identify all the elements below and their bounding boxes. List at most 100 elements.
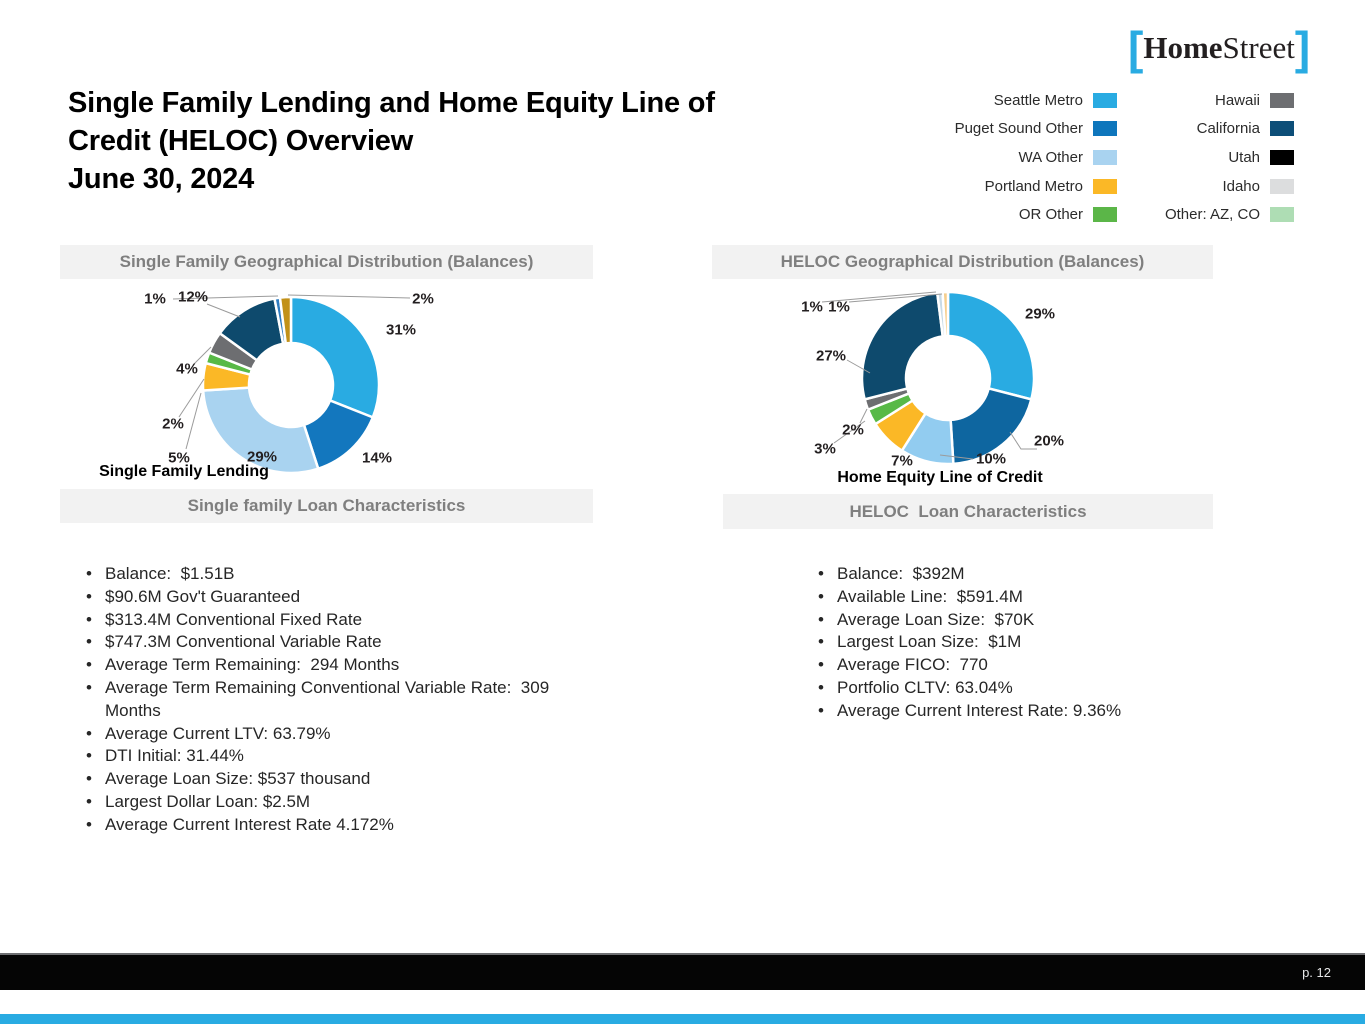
legend-swatch bbox=[1270, 178, 1294, 194]
page-number: p. 12 bbox=[1302, 965, 1331, 980]
legend-item: Puget Sound Other bbox=[930, 115, 1117, 144]
section-header-single-family-loans: Single family Loan Characteristics bbox=[60, 489, 593, 523]
label-leader-line bbox=[206, 303, 241, 318]
chart-caption: Home Equity Line of Credit bbox=[837, 469, 1043, 486]
bullet-item: Largest Loan Size: $1M bbox=[816, 631, 1246, 654]
heloc-donut-chart: 29% 20% 10% 7% 3% 2% 27% 1% 1% Home Equity Line o… bbox=[801, 290, 1064, 486]
heloc-bullet-list: Balance: $392MAvailable Line: $591.4MAve… bbox=[816, 563, 1246, 723]
slice-percent-label: 29% bbox=[247, 449, 277, 466]
donut-slice-other-az-co bbox=[278, 295, 293, 345]
legend-item: Utah bbox=[1107, 143, 1294, 172]
label-leader-line bbox=[178, 378, 205, 418]
legend-label: Portland Metro bbox=[984, 177, 1083, 195]
donut-slice-seattle-metro bbox=[946, 290, 1036, 401]
legend-label: Hawaii bbox=[1214, 91, 1260, 109]
bullet-item: DTI Initial: 31.44% bbox=[84, 745, 589, 768]
logo-left-bracket-icon: [ bbox=[1128, 22, 1144, 74]
legend-item: Other: AZ, CO bbox=[1107, 200, 1294, 229]
slice-percent-label: 2% bbox=[412, 291, 434, 308]
label-leader-line bbox=[846, 359, 871, 374]
bullet-item: Balance: $1.51B bbox=[84, 563, 589, 586]
slice-percent-label: 27% bbox=[816, 348, 846, 365]
slice-percent-label: 2% bbox=[842, 422, 864, 439]
legend-label: Utah bbox=[1228, 148, 1260, 166]
legend-swatch bbox=[1093, 149, 1117, 165]
legend-label: California bbox=[1196, 120, 1260, 138]
label-leader-line bbox=[185, 392, 202, 450]
bullet-item: Average Loan Size: $70K bbox=[816, 609, 1246, 632]
title-line-1: Single Family Lending and Home Equity Li… bbox=[68, 87, 715, 119]
legend-swatch bbox=[1270, 149, 1294, 165]
slice-percent-label: 5% bbox=[168, 450, 190, 467]
bullet-item: Average Current Interest Rate: 9.36% bbox=[816, 700, 1246, 723]
chart-header-heloc: HELOC Geographical Distribution (Balance… bbox=[712, 245, 1213, 279]
slice-percent-label: 1% bbox=[801, 299, 823, 316]
label-leader-line bbox=[939, 454, 974, 460]
bullet-item: Average Current Interest Rate 4.172% bbox=[84, 814, 589, 837]
bullet-item: Average FICO: 770 bbox=[816, 654, 1246, 677]
bullet-item: Available Line: $591.4M bbox=[816, 586, 1246, 609]
bullet-item: Largest Dollar Loan: $2.5M bbox=[84, 791, 589, 814]
section-header-heloc-loans: HELOC Loan Characteristics bbox=[723, 494, 1213, 529]
legend-swatch bbox=[1270, 92, 1294, 108]
legend-item: Idaho bbox=[1107, 172, 1294, 201]
label-leader-line bbox=[1009, 431, 1037, 450]
legend-swatch bbox=[1093, 92, 1117, 108]
page-title: Single Family Lending and Home Equity Li… bbox=[68, 84, 715, 198]
legend-label: Idaho bbox=[1222, 177, 1260, 195]
legend-swatch bbox=[1093, 121, 1117, 137]
title-line-3: June 30, 2024 bbox=[68, 163, 255, 195]
slice-percent-label: 12% bbox=[178, 289, 208, 306]
bullet-item: $747.3M Conventional Variable Rate bbox=[84, 631, 589, 654]
label-leader-line bbox=[848, 293, 943, 303]
legend-swatch bbox=[1270, 121, 1294, 137]
slice-percent-label: 1% bbox=[144, 291, 166, 308]
label-leader-line bbox=[859, 408, 868, 424]
slice-percent-label: 4% bbox=[176, 361, 198, 378]
legend-item: OR Other bbox=[930, 200, 1117, 229]
slice-percent-label: 29% bbox=[1025, 306, 1055, 323]
label-leader-line bbox=[172, 295, 279, 300]
label-leader-line bbox=[192, 346, 212, 366]
slice-percent-label: 20% bbox=[1034, 433, 1064, 450]
bullet-item: Average Term Remaining: 294 Months bbox=[84, 654, 589, 677]
homestreet-logo: [ Home Street ] bbox=[1128, 22, 1311, 74]
legend-swatch bbox=[1270, 207, 1294, 223]
legend-swatch bbox=[1093, 207, 1117, 223]
bullet-item: $313.4M Conventional Fixed Rate bbox=[84, 609, 589, 632]
legend-label: Other: AZ, CO bbox=[1164, 206, 1260, 224]
logo-text-street: Street bbox=[1222, 30, 1295, 65]
bullet-item: Average Current LTV: 63.79% bbox=[84, 723, 589, 746]
logo-text-home: Home bbox=[1143, 30, 1223, 65]
legend-label: OR Other bbox=[1018, 206, 1083, 224]
label-leader-line bbox=[287, 294, 411, 299]
single-family-donut-chart: 31% 14% 29% 5% 2% 4% 12% 1% 2% Single Family Lend… bbox=[99, 289, 434, 481]
donut-slice-other-az-co bbox=[941, 290, 950, 338]
legend-item: California bbox=[1107, 115, 1294, 144]
legend-column-2: Hawaii California Utah Idaho Other: AZ, CO bbox=[1107, 86, 1294, 229]
legend-label: Puget Sound Other bbox=[954, 120, 1083, 138]
title-line-2: Credit (HELOC) Overview bbox=[68, 125, 414, 157]
bullet-item: Balance: $392M bbox=[816, 563, 1246, 586]
donut-slice-california bbox=[860, 291, 945, 401]
slice-percent-label: 31% bbox=[386, 322, 416, 339]
single-family-bullet-list: Balance: $1.51B$90.6M Gov't Guaranteed$3… bbox=[84, 563, 589, 837]
donut-slice-seattle-metro bbox=[289, 295, 381, 420]
chart-header-single-family: Single Family Geographical Distribution … bbox=[60, 245, 593, 279]
legend-item: Seattle Metro bbox=[930, 86, 1117, 115]
bottom-accent-strip bbox=[0, 1014, 1365, 1024]
footer-bar: p. 12 bbox=[0, 953, 1365, 990]
legend-swatch bbox=[1093, 178, 1117, 194]
legend-item: WA Other bbox=[930, 143, 1117, 172]
legend-column-1: Seattle Metro Puget Sound Other WA Other Po… bbox=[930, 86, 1117, 229]
slice-percent-label: 7% bbox=[891, 453, 913, 470]
logo-right-bracket-icon: ] bbox=[1294, 22, 1311, 74]
slice-percent-label: 1% bbox=[828, 299, 850, 316]
bullet-item: Average Loan Size: $537 thousand bbox=[84, 768, 589, 791]
label-leader-line bbox=[821, 291, 937, 303]
label-leader-line bbox=[833, 420, 866, 444]
legend-item: Portland Metro bbox=[930, 172, 1117, 201]
legend-label: Seattle Metro bbox=[993, 91, 1083, 109]
bullet-item: $90.6M Gov't Guaranteed bbox=[84, 586, 589, 609]
